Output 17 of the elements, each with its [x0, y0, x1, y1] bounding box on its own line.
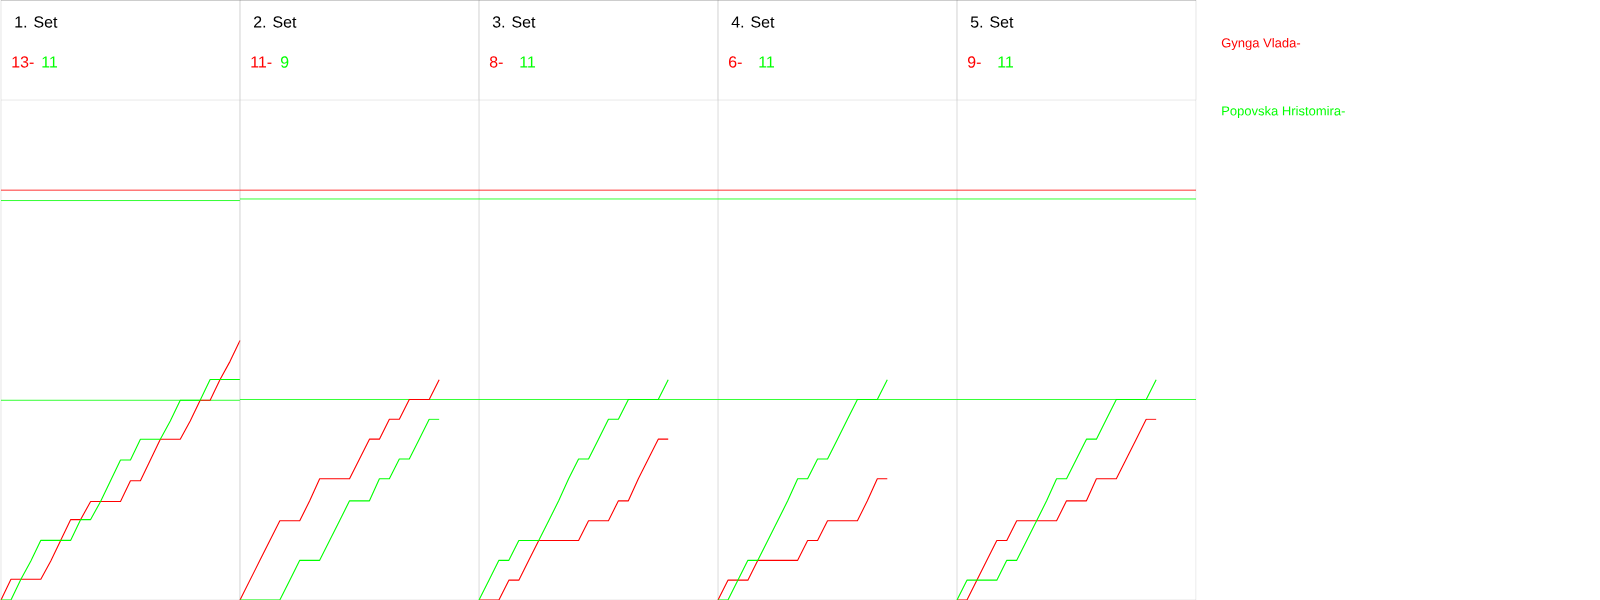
chart-title: 3. Set — [492, 16, 536, 28]
text: 11 — [998, 56, 1014, 68]
text: 11 — [759, 56, 775, 68]
text: Gynga Vlada- — [1221, 37, 1301, 51]
text: 8- — [489, 56, 503, 68]
text: 11 — [42, 56, 58, 68]
text: 13- — [12, 56, 34, 68]
text: 11- — [251, 56, 272, 68]
text: 9- — [967, 56, 981, 68]
chart-title: 2. Set — [254, 16, 297, 28]
chart-title: 5. Set — [970, 16, 1014, 28]
text: Popovska Hristomira- — [1222, 105, 1345, 119]
text: 9 — [280, 56, 289, 68]
text: 11 — [520, 56, 536, 68]
chart-title: 4. Set — [731, 16, 775, 28]
chart-title: 1. Set — [15, 16, 58, 28]
text: 6- — [729, 56, 742, 68]
